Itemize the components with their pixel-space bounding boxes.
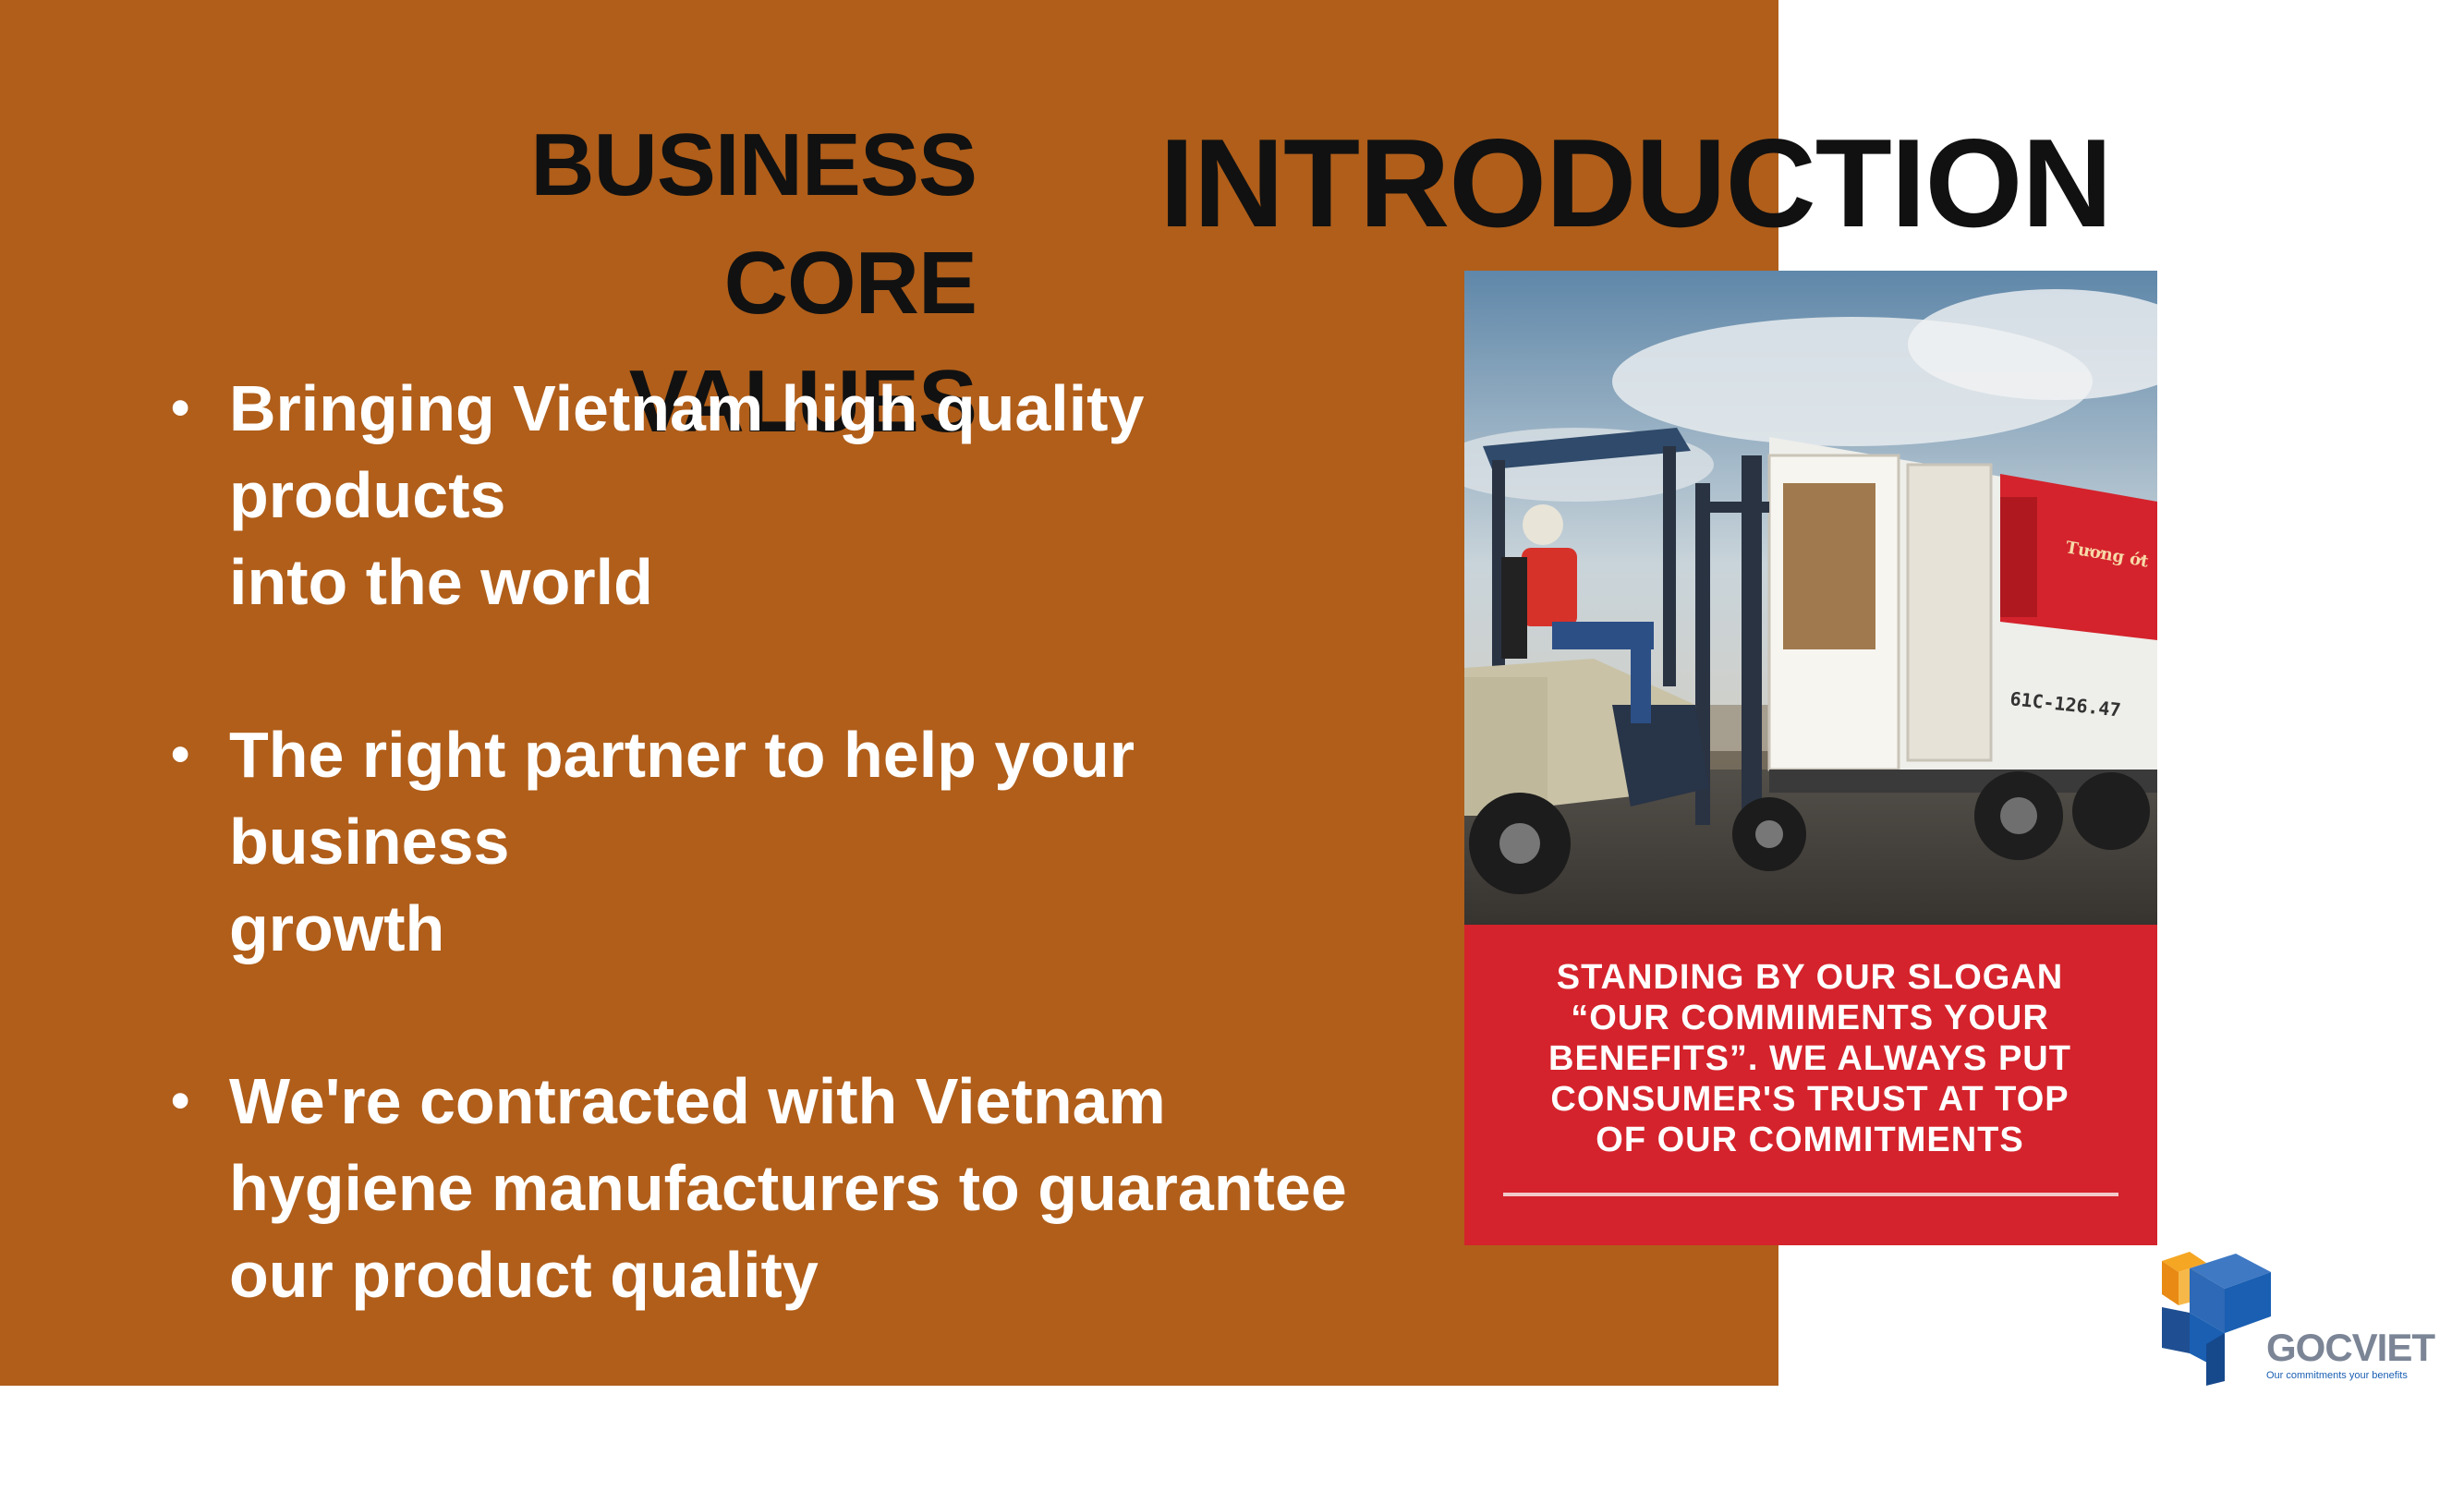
core-values-heading-line2: VALUES xyxy=(628,352,977,451)
list-item-line: hygiene manufacturers to guarantee xyxy=(229,1152,1347,1224)
forklift-truck-photo: Tương ớt 61C-126.47 xyxy=(1464,271,2157,925)
forklift-photo-card: Tương ớt 61C-126.47 STANDING BY OUR xyxy=(1464,271,2157,1245)
bullet-icon: • xyxy=(171,1071,190,1131)
list-item-line: Bringing Vietnam high quality products xyxy=(229,372,1145,531)
logo-wordmark: GOCVIET xyxy=(2266,1326,2435,1369)
bullet-icon: • xyxy=(171,724,190,784)
cube-logo-icon xyxy=(2162,1252,2271,1386)
list-item-line: growth xyxy=(229,892,445,964)
list-item: • Bringing Vietnam high quality products… xyxy=(171,365,1418,625)
list-item: • Our commitments your benefits xyxy=(171,1404,1418,1491)
introduction-heading: INTRODUCTION xyxy=(1159,113,2113,253)
bullet-icon: • xyxy=(171,1417,190,1477)
slogan-divider xyxy=(1503,1193,2118,1196)
list-item: • We're contracted with Vietnam hygiene … xyxy=(171,1058,1418,1318)
list-item-line: our product quality xyxy=(229,1239,819,1311)
list-item-line: The right partner to help your business xyxy=(229,719,1135,878)
list-item: • The right partner to help your busines… xyxy=(171,711,1418,972)
logo-tagline: Our commitments your benefits xyxy=(2266,1370,2408,1381)
slogan-text: STANDING BY OUR SLOGAN “OUR COMMIMENTS Y… xyxy=(1548,958,2071,1159)
list-item-line: We're contracted with Vietnam xyxy=(229,1065,1166,1137)
list-item-line: into the world xyxy=(229,546,653,618)
gocviet-logo: GOCVIET Our commitments your benefits xyxy=(2153,1252,2462,1386)
core-values-list: • Bringing Vietnam high quality products… xyxy=(171,365,1418,1491)
slogan-banner: STANDING BY OUR SLOGAN “OUR COMMIMENTS Y… xyxy=(1464,925,2157,1245)
list-item-line: Our commitments your benefits xyxy=(229,1412,1207,1484)
core-values-heading-line1: BUSINESS CORE xyxy=(530,115,977,333)
bullet-icon: • xyxy=(171,378,190,438)
core-values-heading: BUSINESS CORE VALUES xyxy=(274,106,977,461)
